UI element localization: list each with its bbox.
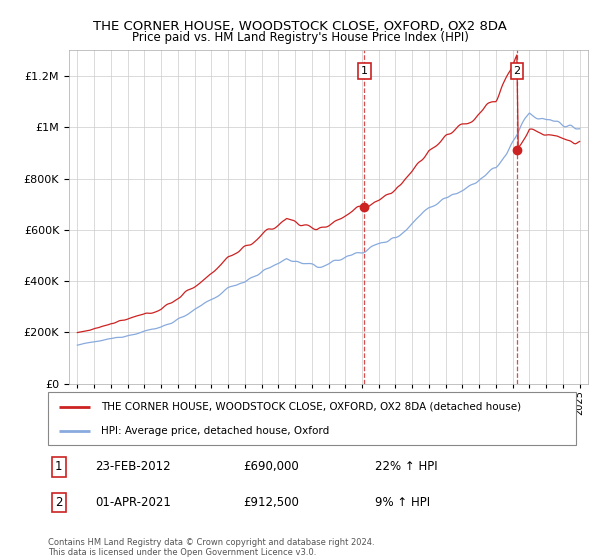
Text: 1: 1 [361, 66, 368, 76]
FancyBboxPatch shape [48, 392, 576, 445]
Text: Price paid vs. HM Land Registry's House Price Index (HPI): Price paid vs. HM Land Registry's House … [131, 31, 469, 44]
Text: 2: 2 [55, 496, 62, 509]
Text: 01-APR-2021: 01-APR-2021 [95, 496, 172, 509]
Text: 23-FEB-2012: 23-FEB-2012 [95, 460, 171, 473]
Text: £690,000: £690,000 [244, 460, 299, 473]
Text: £912,500: £912,500 [244, 496, 299, 509]
Text: THE CORNER HOUSE, WOODSTOCK CLOSE, OXFORD, OX2 8DA: THE CORNER HOUSE, WOODSTOCK CLOSE, OXFOR… [93, 20, 507, 32]
Text: THE CORNER HOUSE, WOODSTOCK CLOSE, OXFORD, OX2 8DA (detached house): THE CORNER HOUSE, WOODSTOCK CLOSE, OXFOR… [101, 402, 521, 412]
Text: HPI: Average price, detached house, Oxford: HPI: Average price, detached house, Oxfo… [101, 426, 329, 436]
Text: 2: 2 [513, 66, 520, 76]
Text: Contains HM Land Registry data © Crown copyright and database right 2024.
This d: Contains HM Land Registry data © Crown c… [48, 538, 374, 557]
Text: 9% ↑ HPI: 9% ↑ HPI [376, 496, 430, 509]
Text: 22% ↑ HPI: 22% ↑ HPI [376, 460, 438, 473]
Text: 1: 1 [55, 460, 62, 473]
